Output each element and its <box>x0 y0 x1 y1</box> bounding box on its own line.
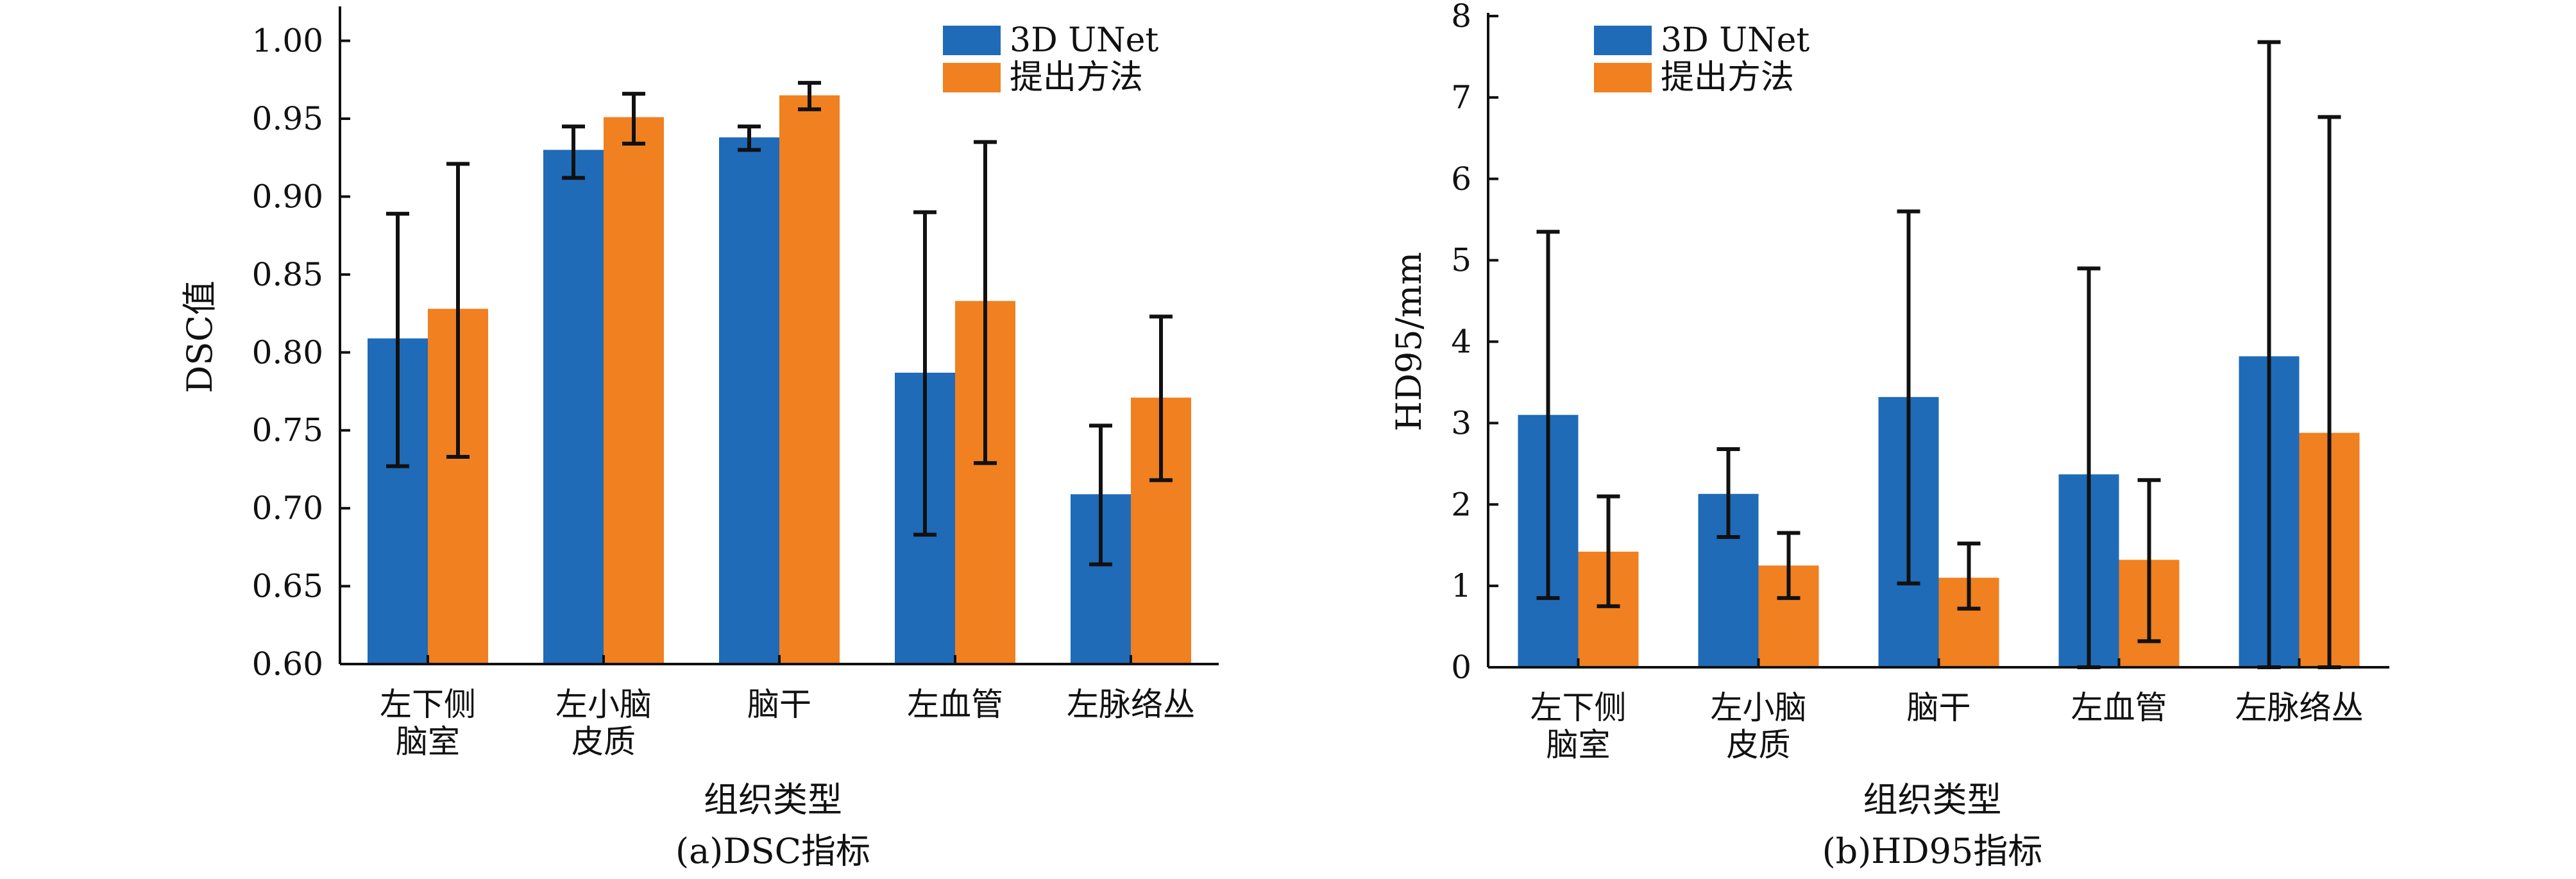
x-tick-label: 皮质 <box>1727 726 1791 764</box>
legend-label: 3D UNet <box>1010 21 1158 60</box>
x-tick-label: 左小脑 <box>1711 689 1807 726</box>
x-tick-label: 脑干 <box>747 686 811 723</box>
bar-unet-2 <box>719 137 779 665</box>
y-axis-title: HD95/mm <box>1389 252 1429 432</box>
y-tick-label: 0.75 <box>252 412 323 449</box>
x-tick-label: 脑室 <box>1546 726 1611 764</box>
legend-label: 提出方法 <box>1661 58 1794 97</box>
legend-swatch-proposed <box>1594 63 1652 92</box>
y-tick-label: 0.85 <box>252 256 323 293</box>
bar-unet-1 <box>543 149 604 665</box>
y-tick-label: 2 <box>1451 486 1471 523</box>
x-tick-label: 左血管 <box>907 686 1003 723</box>
y-tick-label: 0.70 <box>252 490 323 527</box>
y-tick-label: 6 <box>1451 160 1471 198</box>
y-tick-label: 3 <box>1451 404 1471 441</box>
x-tick-label: 左脉络丛 <box>2235 689 2364 726</box>
y-tick-label: 0.65 <box>252 568 323 605</box>
x-tick-label: 脑干 <box>1907 689 1971 726</box>
legend-label: 提出方法 <box>1010 58 1143 97</box>
x-tick-label: 左小脑 <box>555 686 652 723</box>
y-tick-label: 7 <box>1451 79 1471 116</box>
y-axis-title: DSC值 <box>180 280 220 393</box>
chart-dsc: 0.600.650.700.750.800.850.900.951.00左下侧脑… <box>180 6 1219 871</box>
legend-swatch-proposed <box>943 63 1001 92</box>
y-tick-label: 4 <box>1451 323 1471 361</box>
y-tick-label: 0 <box>1451 649 1471 686</box>
legend-label: 3D UNet <box>1661 21 1809 60</box>
y-tick-label: 8 <box>1451 0 1471 35</box>
y-tick-label: 0.90 <box>252 178 323 215</box>
legend-swatch-unet <box>1594 26 1652 55</box>
y-tick-label: 0.60 <box>252 645 323 683</box>
x-tick-label: 左脉络丛 <box>1067 686 1195 723</box>
x-tick-label: 左血管 <box>2071 689 2167 726</box>
x-tick-label: 皮质 <box>572 723 636 760</box>
chart-caption: (b)HD95指标 <box>1822 831 2043 871</box>
chart-caption: (a)DSC指标 <box>675 831 870 871</box>
y-tick-label: 0.95 <box>252 100 323 137</box>
x-tick-label: 左下侧 <box>1530 689 1627 726</box>
y-tick-label: 0.80 <box>252 334 323 371</box>
y-tick-label: 1 <box>1451 567 1471 604</box>
bar-proposed-2 <box>779 95 840 665</box>
legend-swatch-unet <box>943 26 1001 55</box>
x-tick-label: 脑室 <box>396 723 460 760</box>
y-tick-label: 5 <box>1451 242 1471 279</box>
x-axis-title: 组织类型 <box>704 780 842 820</box>
x-axis-title: 组织类型 <box>1863 780 2002 820</box>
bar-proposed-1 <box>604 117 664 665</box>
y-tick-label: 1.00 <box>252 22 323 60</box>
x-tick-label: 左下侧 <box>380 686 476 723</box>
